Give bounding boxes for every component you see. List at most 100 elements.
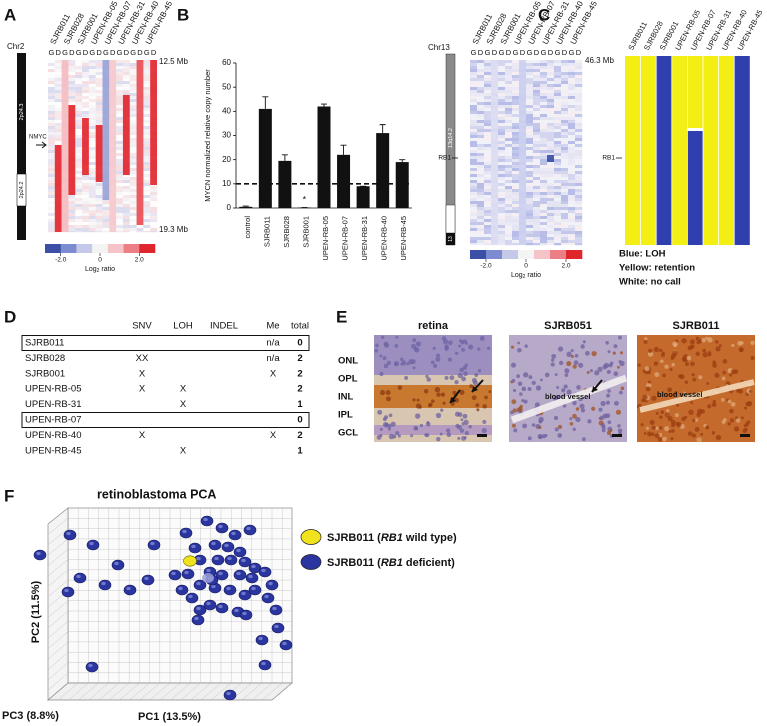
nucleus: [454, 379, 459, 385]
nucleus: [617, 424, 621, 428]
heatmap-cell: [95, 117, 103, 121]
heatmap-cell: [498, 240, 506, 244]
nucleus: [730, 369, 736, 375]
heatmap-cell: [143, 153, 151, 157]
heatmap-cell: [533, 201, 541, 205]
heatmap-cell: [150, 201, 158, 205]
heatmap-cell: [88, 216, 96, 220]
heatmap-cell: [75, 183, 83, 187]
grid-line: [170, 682, 191, 701]
heatmap-cell: [505, 69, 513, 73]
coordinate-label: 12.5 Mb: [159, 57, 188, 66]
colorbar-cell: [76, 244, 93, 253]
gd-label: D: [506, 48, 512, 57]
heatmap-cell: [470, 189, 478, 193]
nucleus: [670, 437, 674, 441]
heatmap-cell: [75, 144, 83, 148]
ideogram: [17, 53, 26, 240]
heatmap-cell: [568, 195, 576, 199]
heatmap-cell: [82, 204, 90, 208]
heatmap-cell: [498, 192, 506, 196]
heatmap-cell: [512, 198, 520, 202]
heatmap-cell: [484, 123, 492, 127]
heatmap-cell: [575, 75, 583, 79]
heatmap-cell: [470, 210, 478, 214]
row-box: [21, 412, 310, 428]
pca-point-highlight: [36, 551, 41, 556]
heatmap-cell: [554, 174, 562, 178]
heatmap-cell: [48, 201, 56, 205]
nucleus: [462, 339, 468, 344]
nucleus: [527, 436, 532, 441]
heatmap-cell: [54, 69, 62, 73]
heatmap-cell: [554, 219, 562, 223]
heatmap-cell: [88, 66, 96, 70]
heatmap-cell: [129, 162, 137, 166]
heatmap-cell: [568, 123, 576, 127]
pca-point-highlight: [126, 586, 131, 591]
heatmap-cell: [102, 201, 110, 205]
heatmap-cell: [540, 150, 548, 154]
heatmap-cell: [88, 222, 96, 226]
heatmap-cell: [526, 210, 534, 214]
heatmap-cell: [512, 174, 520, 178]
nucleus: [620, 386, 625, 391]
heatmap-cell: [88, 69, 96, 73]
heatmap-cell: [122, 210, 130, 214]
heatmap-cell: [116, 135, 124, 139]
heatmap-cell: [575, 153, 583, 157]
nucleus: [517, 341, 521, 345]
heatmap-cell: [575, 63, 583, 67]
heatmap-cell: [129, 96, 137, 100]
heatmap-cell: [484, 153, 492, 157]
nucleus: [617, 428, 623, 433]
heatmap-cell: [82, 69, 90, 73]
heatmap-cell: [533, 174, 541, 178]
heatmap-cell: [484, 138, 492, 142]
nucleus: [510, 362, 517, 368]
heatmap-cell: [505, 204, 513, 208]
heatmap-cell: [512, 180, 520, 184]
heatmap-cell: [48, 126, 56, 130]
heatmap-cell: [116, 192, 124, 196]
heatmap-cell: [68, 225, 76, 229]
heatmap-cell: [477, 192, 485, 196]
heatmap-cell: [540, 147, 548, 151]
error-bar: [399, 159, 406, 163]
heatmap-cell: [575, 207, 583, 211]
heatmap-cell: [526, 87, 534, 91]
heatmap-cell: [54, 111, 62, 115]
grid-line: [88, 682, 109, 701]
heatmap-segment: [54, 145, 62, 232]
heatmap-cell: [88, 141, 96, 145]
nucleus: [566, 361, 572, 367]
heatmap-cell: [82, 96, 90, 100]
heatmap-cell: [512, 237, 520, 241]
heatmap-cell: [477, 63, 485, 67]
heatmap-cell: [526, 75, 534, 79]
heatmap-cell: [68, 102, 76, 106]
legend-suffix: deficient): [403, 557, 455, 569]
heatmap-cell: [88, 81, 96, 85]
nucleus: [569, 417, 573, 421]
heatmap-cell: [547, 96, 555, 100]
nucleus: [650, 432, 655, 437]
heatmap-cell: [575, 96, 583, 100]
nucleus: [606, 430, 612, 435]
heatmap-cell: [498, 138, 506, 142]
coordinate-label: 46.3 Mb: [585, 56, 614, 65]
heatmap-cell: [540, 189, 548, 193]
grid-line: [68, 682, 89, 701]
heatmap-cell: [547, 195, 555, 199]
heatmap-cell: [498, 174, 506, 178]
gd-label: G: [485, 48, 491, 57]
heatmap-cell: [512, 135, 520, 139]
heatmap-cell: [505, 213, 513, 217]
heatmap-cell: [477, 240, 485, 244]
heatmap-cell: [505, 105, 513, 109]
heatmap-cell: [561, 135, 569, 139]
heatmap-cell: [116, 78, 124, 82]
nucleus: [582, 437, 586, 442]
heatmap-cell: [143, 120, 151, 124]
heatmap-cell: [477, 231, 485, 235]
